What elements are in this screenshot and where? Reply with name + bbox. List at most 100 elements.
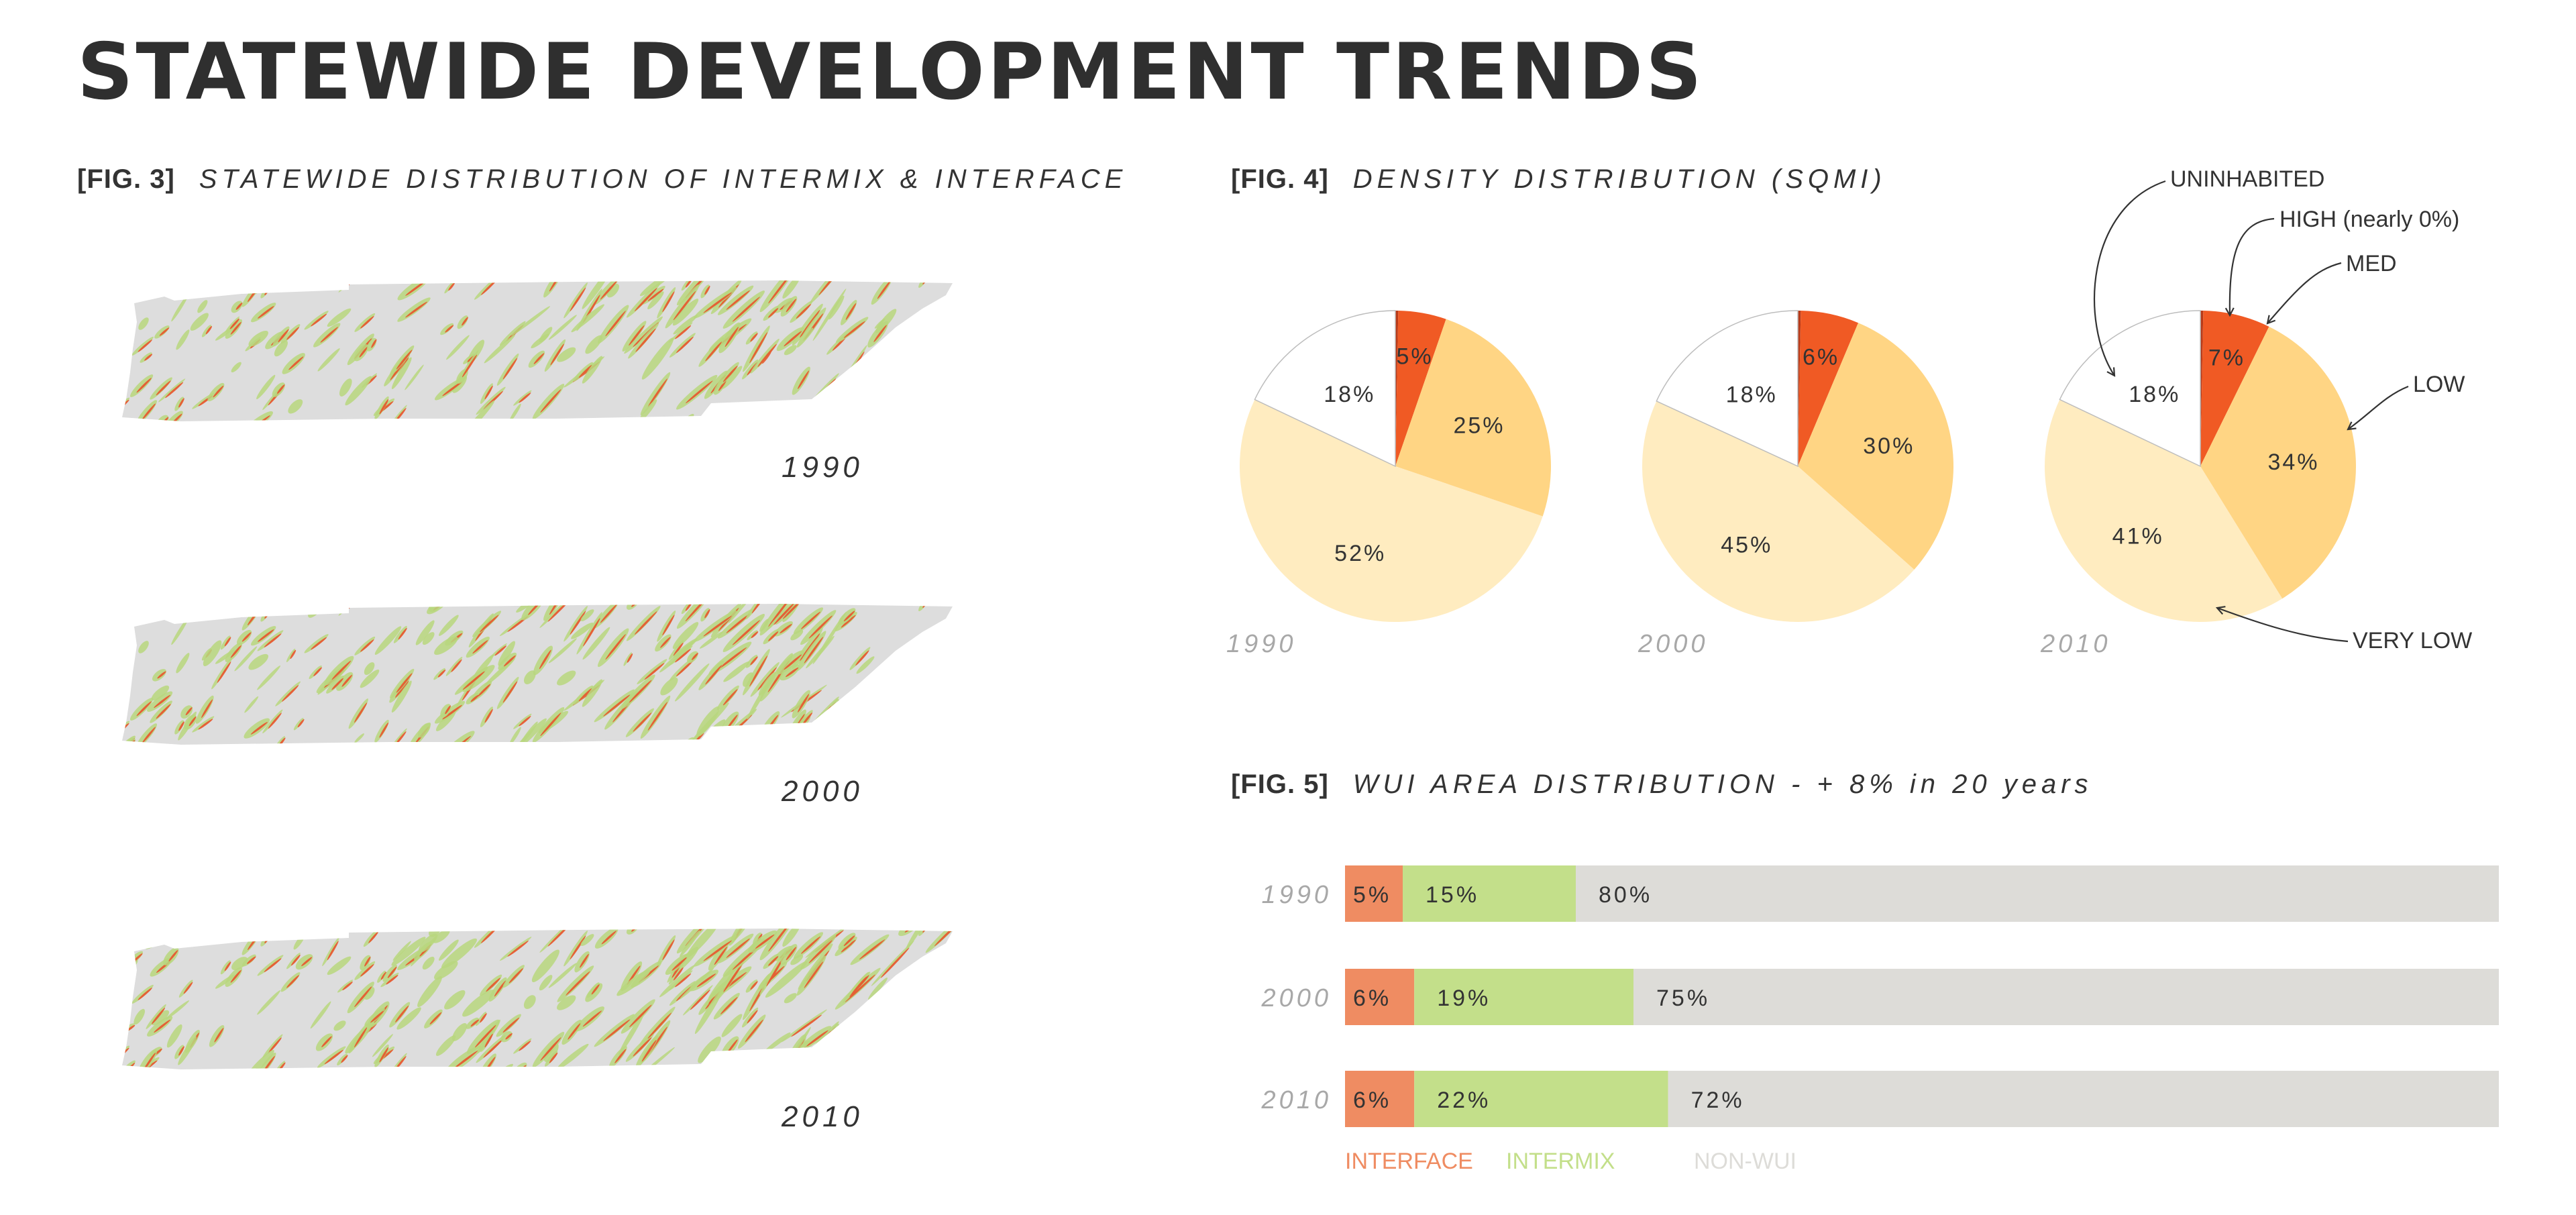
arrow-uninhabited — [2094, 180, 2166, 376]
interface-patch — [327, 941, 339, 961]
interface-patch — [213, 385, 224, 398]
interface-patch — [442, 704, 462, 720]
intermix-patch — [380, 972, 399, 988]
intermix-patch — [131, 984, 154, 1004]
interface-patch — [301, 957, 313, 967]
intermix-patch — [274, 736, 285, 745]
intermix-patch — [262, 1034, 283, 1059]
intermix-patch — [898, 929, 921, 937]
interface-patch — [528, 604, 543, 615]
interface-patch — [483, 1039, 503, 1058]
intermix-patch — [544, 339, 566, 372]
intermix-patch — [564, 282, 588, 319]
interface-patch — [462, 317, 468, 326]
pie-slice-uninhabited — [1254, 310, 1396, 468]
interface-patch — [519, 1041, 531, 1051]
intermix-patch — [745, 331, 758, 345]
intermix-patch — [397, 297, 431, 322]
intermix-patch — [951, 639, 953, 653]
intermix-patch — [364, 987, 375, 1000]
intermix-patch — [580, 609, 594, 622]
interface-patch — [662, 615, 675, 636]
intermix-patch — [496, 676, 519, 709]
interface-patch — [703, 940, 732, 961]
interface-patch — [662, 291, 675, 313]
intermix-patch — [867, 395, 914, 421]
intermix-patch — [906, 361, 920, 380]
interface-patch — [142, 727, 156, 743]
intermix-patch — [197, 300, 208, 313]
interface-patch — [437, 670, 446, 678]
interface-patch — [662, 939, 675, 961]
intermix-patch — [922, 395, 946, 417]
legend-intermix: INTERMIX — [1506, 1149, 1615, 1174]
interface-patch — [156, 704, 171, 719]
intermix-patch — [668, 965, 684, 985]
intermix-patch — [796, 955, 826, 996]
interface-patch — [802, 712, 813, 725]
intermix-patch — [843, 1016, 880, 1047]
intermix-patch — [881, 662, 902, 680]
bar-year-label-1990: 1990 — [1261, 881, 1332, 909]
interface-patch — [675, 325, 692, 339]
intermix-patch — [499, 937, 532, 961]
intermix-patch — [310, 1001, 331, 1029]
intermix-patch — [668, 640, 684, 660]
intermix-patch — [422, 957, 435, 970]
intermix-patch — [868, 978, 888, 1000]
intermix-patch — [849, 647, 871, 670]
interface-patch — [359, 346, 368, 358]
interface-patch — [634, 288, 657, 311]
interface-patch — [360, 639, 374, 652]
interface-patch — [224, 961, 231, 971]
intermix-patch — [557, 965, 594, 1002]
interface-patch — [379, 1047, 389, 1063]
intermix-patch — [639, 280, 676, 297]
interface-patch — [160, 929, 179, 937]
intermix-patch — [171, 617, 189, 645]
intermix-patch — [165, 1000, 190, 1020]
intermix-patch — [439, 615, 459, 636]
interface-patch — [396, 350, 413, 370]
interface-patch — [445, 705, 451, 715]
intermix-patch — [396, 1007, 421, 1030]
intermix-patch — [802, 327, 814, 341]
intermix-patch — [391, 357, 412, 390]
interface-patch — [136, 378, 152, 393]
interface-patch — [484, 1033, 493, 1048]
intermix-patch — [784, 993, 797, 1004]
interface-patch — [782, 604, 804, 619]
intermix-patch — [946, 969, 953, 991]
interface-patch — [629, 325, 645, 346]
intermix-patch — [347, 982, 374, 1014]
interface-patch — [705, 341, 722, 362]
intermix-patch — [244, 696, 259, 713]
intermix-patch — [313, 323, 341, 348]
intermix-patch — [561, 1020, 582, 1045]
fig4-number: [FIG. 4] — [1231, 164, 1329, 194]
intermix-patch — [694, 610, 737, 642]
interface-patch — [843, 935, 855, 947]
intermix-patch — [704, 994, 716, 1007]
intermix-patch — [274, 340, 288, 357]
interface-patch — [780, 624, 792, 634]
intermix-patch — [326, 675, 345, 694]
interface-patch — [647, 288, 664, 301]
fig5-stacked-bar-chart: 1990 5% 15% 80% 2000 6% 19% 75% 2010 6% 22% 72% INTE… — [1260, 865, 2499, 1174]
interface-patch — [156, 380, 171, 396]
intermix-patch — [374, 396, 389, 419]
intermix-patch — [638, 399, 657, 421]
interface-patch — [704, 609, 710, 619]
intermix-patch — [880, 656, 922, 706]
pie-label-uninhabited: 18% — [2129, 382, 2180, 407]
interface-patch — [136, 701, 152, 717]
interface-patch — [660, 637, 671, 648]
intermix-patch — [164, 411, 183, 421]
intermix-patch — [327, 308, 352, 327]
intermix-patch — [765, 961, 808, 998]
intermix-patch — [246, 1049, 274, 1069]
interface-patch — [582, 1010, 602, 1027]
intermix-patch — [280, 324, 301, 344]
interface-patch — [939, 404, 953, 421]
intermix-patch — [444, 281, 455, 294]
